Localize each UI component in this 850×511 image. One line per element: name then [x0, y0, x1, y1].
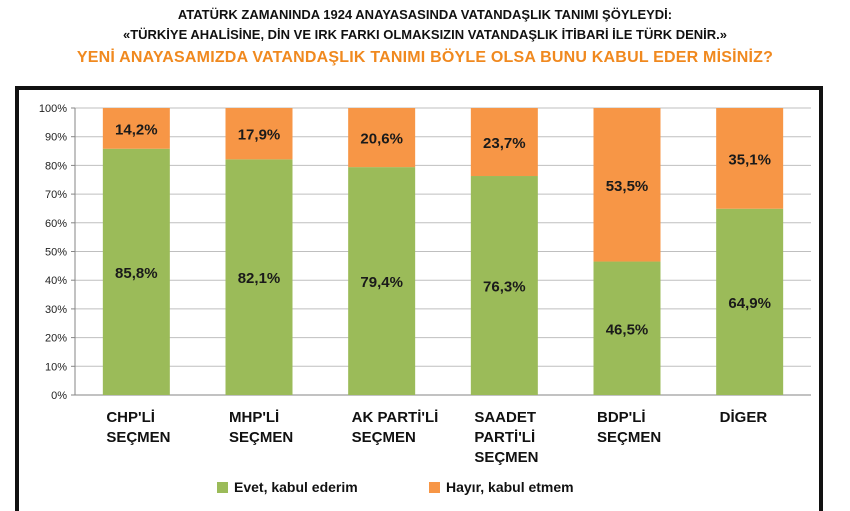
x-category-label: PARTİ'Lİ: [474, 429, 535, 446]
y-tick-label: 70%: [45, 189, 67, 201]
bar-hayir: [470, 108, 538, 177]
x-category-label: SEÇMEN: [474, 449, 538, 466]
data-label-hayir: 23,7%: [483, 135, 526, 152]
x-category-label: SEÇMEN: [352, 429, 416, 446]
x-category-label: SAADET: [474, 409, 536, 426]
chart-question: YENİ ANAYASAMIZDA VATANDAŞLIK TANIMI BÖY…: [76, 49, 774, 66]
data-label-evet: 85,8%: [115, 265, 158, 282]
data-label-hayir: 53,5%: [606, 178, 649, 195]
y-tick-label: 60%: [45, 218, 67, 230]
data-label-evet: 76,3%: [483, 279, 526, 296]
bar-evet: [716, 208, 784, 395]
bar-evet: [593, 261, 661, 395]
y-tick-label: 90%: [45, 132, 67, 144]
bar-hayir: [593, 108, 661, 262]
chart-title-line-2: «TÜRKİYE AHALİSİNE, DİN VE IRK FARKI OLM…: [122, 27, 728, 42]
bar-hayir: [225, 108, 293, 160]
data-label-evet: 46,5%: [606, 321, 649, 338]
bar-evet: [225, 159, 293, 395]
y-tick-label: 20%: [45, 333, 67, 345]
stacked-bar-chart: 0% 10% 20% 30% 40% 50% 60% 70% 80% 90% 100% 85,8% 14…: [39, 103, 811, 495]
y-tick-label: 10%: [45, 361, 67, 373]
bar-evet: [470, 176, 538, 395]
y-tick-label: 0%: [51, 390, 67, 402]
legend-label-hayir: Hayır, kabul etmem: [446, 479, 574, 495]
data-label-hayir: 35,1%: [728, 151, 771, 168]
data-label-hayir: 14,2%: [115, 121, 158, 138]
bar-evet: [348, 167, 416, 395]
x-category-label: SEÇMEN: [597, 429, 661, 446]
legend-swatch-evet: [217, 482, 228, 493]
data-label-evet: 79,4%: [360, 274, 403, 291]
x-category-label: SEÇMEN: [229, 429, 293, 446]
data-label-evet: 64,9%: [728, 295, 771, 312]
legend-label-evet: Evet, kabul ederim: [234, 479, 358, 495]
x-category-label: AK PARTİ'Lİ: [352, 409, 439, 426]
bar-evet: [102, 148, 170, 395]
y-tick-label: 40%: [45, 275, 67, 287]
bar-hayir: [102, 108, 170, 149]
legend-swatch-hayir: [429, 482, 440, 493]
bar-hayir: [716, 108, 784, 209]
y-tick-label: 50%: [45, 247, 67, 259]
y-tick-label: 30%: [45, 304, 67, 316]
x-category-label: BDP'Lİ: [597, 409, 646, 426]
x-category-label: SEÇMEN: [106, 429, 170, 446]
bar-hayir: [348, 108, 416, 168]
chart-frame: 0% 10% 20% 30% 40% 50% 60% 70% 80% 90% 100% 85,8% 14…: [15, 86, 823, 511]
y-tick-label: 80%: [45, 160, 67, 172]
chart-title-line-1: ATATÜRK ZAMANINDA 1924 ANAYASASINDA VATA…: [177, 7, 673, 22]
data-label-hayir: 17,9%: [238, 127, 281, 144]
x-category-label: CHP'Lİ: [106, 409, 155, 426]
data-label-hayir: 20,6%: [360, 131, 403, 148]
data-label-evet: 82,1%: [238, 270, 281, 287]
x-category-label: MHP'Lİ: [229, 409, 279, 426]
x-category-label: DİGER: [720, 409, 768, 426]
y-tick-label: 100%: [39, 103, 67, 115]
